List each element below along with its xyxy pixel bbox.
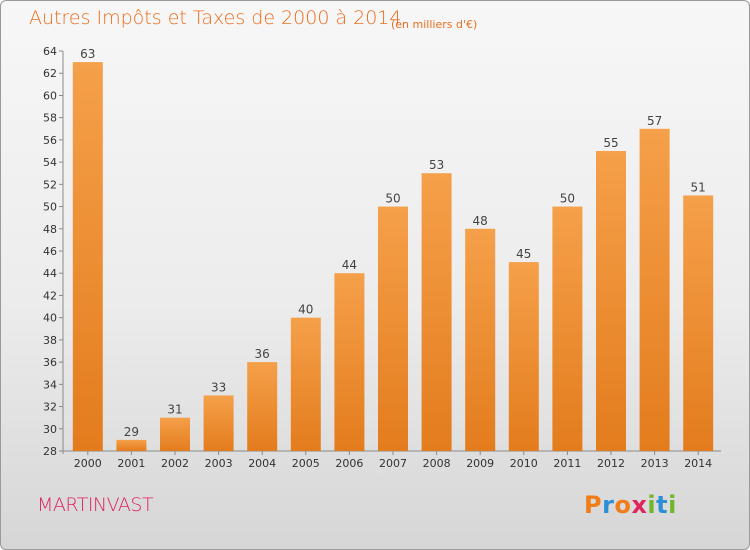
bar-2004 bbox=[247, 362, 278, 451]
x-tick-label: 2007 bbox=[379, 457, 407, 470]
bar-2005 bbox=[290, 317, 321, 451]
y-tick-label: 34 bbox=[43, 378, 57, 391]
logo-letter: o bbox=[614, 491, 632, 519]
commune-name: MARTINVAST bbox=[37, 494, 154, 516]
y-tick-label: 40 bbox=[43, 312, 57, 325]
x-tick-label: 2003 bbox=[205, 457, 233, 470]
y-tick-label: 60 bbox=[43, 89, 57, 102]
y-tick-label: 52 bbox=[43, 178, 57, 191]
bar-2001 bbox=[116, 439, 147, 451]
data-label-2000: 63 bbox=[80, 47, 95, 61]
proxiti-logo: Proxiti bbox=[584, 491, 677, 519]
x-tick-label: 2004 bbox=[248, 457, 276, 470]
bar-2008 bbox=[421, 173, 452, 451]
data-label-2008: 53 bbox=[429, 158, 444, 172]
y-tick-label: 30 bbox=[43, 423, 57, 436]
y-tick-label: 46 bbox=[43, 245, 57, 258]
bar-2011 bbox=[552, 206, 583, 451]
x-tick-label: 2010 bbox=[510, 457, 538, 470]
bar-2012 bbox=[596, 151, 626, 451]
y-tick-label: 56 bbox=[43, 134, 57, 147]
x-tick-label: 2012 bbox=[597, 457, 625, 470]
x-tick-label: 2011 bbox=[553, 457, 581, 470]
y-tick-label: 50 bbox=[43, 201, 57, 214]
logo-letter: x bbox=[631, 491, 648, 519]
y-tick-label: 42 bbox=[43, 289, 57, 302]
bar-2006 bbox=[334, 273, 365, 451]
data-labels: 63 29 31 33 36 40 44 50 53 48 45 50 55 57 51 bbox=[80, 47, 706, 439]
bar-2002 bbox=[160, 417, 190, 451]
logo-letter: i bbox=[668, 491, 677, 519]
y-tick-label: 58 bbox=[43, 112, 57, 125]
bar-2007 bbox=[378, 206, 408, 451]
y-tick-label: 32 bbox=[43, 401, 57, 414]
x-tick-label: 2000 bbox=[74, 457, 102, 470]
bars bbox=[72, 62, 714, 451]
bar-2003 bbox=[203, 395, 234, 451]
bar-2000 bbox=[72, 62, 103, 451]
data-label-2002: 31 bbox=[167, 403, 182, 417]
data-label-2003: 33 bbox=[211, 380, 226, 394]
x-tick-label: 2013 bbox=[641, 457, 669, 470]
data-label-2009: 48 bbox=[473, 214, 488, 228]
chart-title: Autres Impôts et Taxes de 2000 à 2014 bbox=[29, 7, 402, 29]
data-label-2001: 29 bbox=[124, 425, 139, 439]
y-tick-label: 36 bbox=[43, 356, 57, 369]
y-tick-label: 54 bbox=[43, 156, 57, 169]
y-tick-label: 64 bbox=[43, 45, 57, 58]
y-tick-label: 44 bbox=[43, 267, 57, 280]
bar-2010 bbox=[508, 262, 539, 451]
x-tick-label: 2014 bbox=[684, 457, 712, 470]
data-label-2006: 44 bbox=[342, 258, 357, 272]
x-tick-label: 2008 bbox=[423, 457, 451, 470]
chart-subtitle: (en milliers d'€) bbox=[391, 18, 478, 31]
y-tick-label: 62 bbox=[43, 67, 57, 80]
y-tick-label: 38 bbox=[43, 334, 57, 347]
data-label-2014: 51 bbox=[691, 180, 706, 194]
data-label-2010: 45 bbox=[516, 247, 531, 261]
data-label-2011: 50 bbox=[560, 192, 575, 206]
bar-2014 bbox=[683, 195, 714, 451]
x-tick-label: 2001 bbox=[117, 457, 145, 470]
data-label-2005: 40 bbox=[298, 303, 313, 317]
y-tick-label: 28 bbox=[43, 445, 57, 458]
data-label-2013: 57 bbox=[647, 114, 662, 128]
logo-letter: i bbox=[647, 491, 657, 519]
x-tick-label: 2005 bbox=[292, 457, 320, 470]
logo-letter: t bbox=[656, 491, 669, 519]
x-tick-label: 2009 bbox=[466, 457, 494, 470]
logo-letter: P bbox=[584, 491, 603, 519]
x-tick-label: 2006 bbox=[335, 457, 363, 470]
data-label-2004: 36 bbox=[255, 347, 270, 361]
data-label-2007: 50 bbox=[385, 192, 400, 206]
data-label-2012: 55 bbox=[603, 136, 618, 150]
logo-letter: r bbox=[602, 491, 615, 519]
x-tick-label: 2002 bbox=[161, 457, 189, 470]
bar-2013 bbox=[639, 128, 670, 451]
bar-2009 bbox=[465, 228, 496, 451]
y-tick-label: 48 bbox=[43, 223, 57, 236]
